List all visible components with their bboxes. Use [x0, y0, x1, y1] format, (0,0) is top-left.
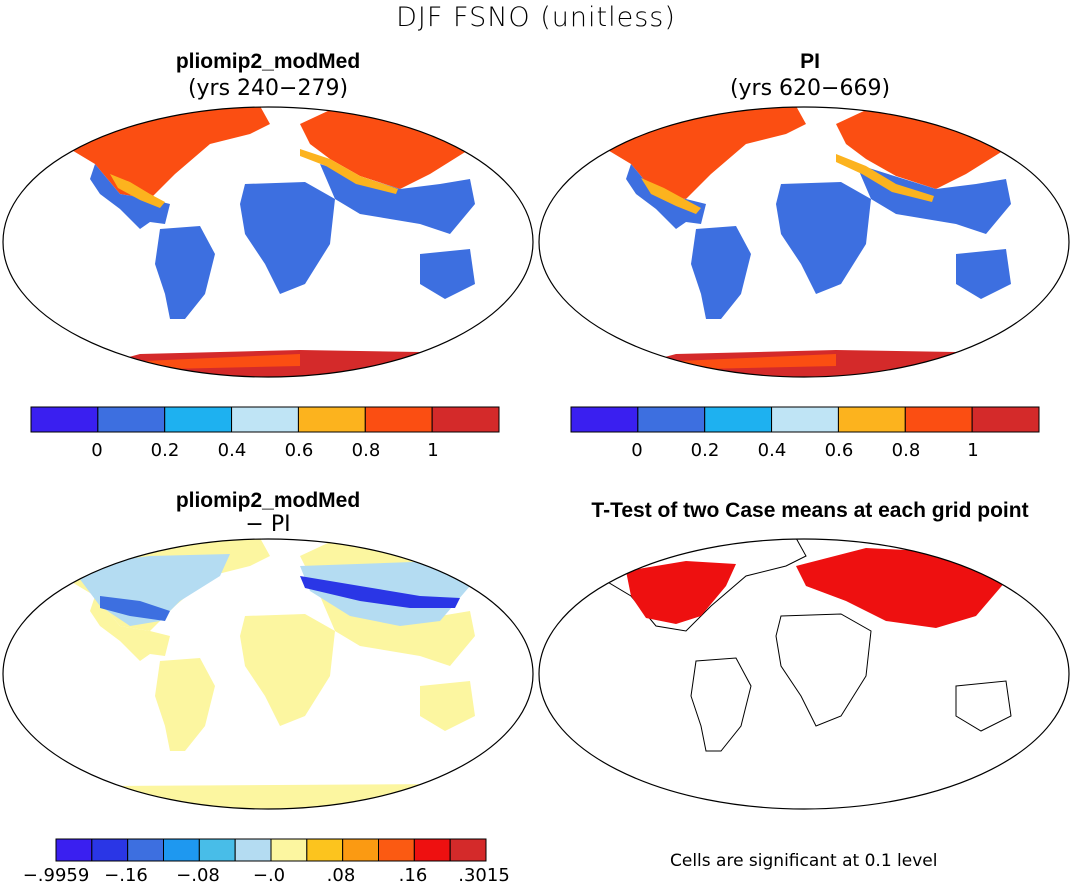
land-africa — [776, 182, 871, 294]
colorbar-top-right: 0 0.2 0.4 0.6 0.8 1 — [570, 406, 1040, 461]
colorbar-swatch — [163, 838, 200, 862]
colorbar-swatch — [364, 406, 433, 433]
panel-subtitle-top-left: (yrs 240−279) — [187, 76, 349, 101]
colorbar-swatch — [30, 406, 99, 433]
colorbar-swatch — [449, 838, 487, 862]
colorbar-swatch — [904, 406, 973, 433]
colorbar-label: 1 — [427, 440, 438, 461]
colorbar-swatch — [342, 838, 379, 862]
colorbar-label: 1 — [967, 440, 978, 461]
colorbar-swatch — [97, 406, 166, 433]
colorbar-label: 0 — [91, 440, 102, 461]
colorbar-swatch — [164, 406, 233, 433]
colorbar-swatch — [234, 838, 272, 862]
snow-edge-america — [110, 174, 165, 208]
colorbar-label: 0.4 — [758, 440, 787, 461]
colorbar-label: −.9959 — [23, 865, 90, 885]
land-australia — [956, 249, 1011, 299]
colorbar-swatch — [198, 838, 236, 862]
decrease-band-america — [100, 596, 170, 621]
colorbar-label: 0.8 — [892, 440, 921, 461]
significant-region-america — [626, 561, 736, 624]
colorbar-swatch — [127, 838, 164, 862]
colorbar-label: .3015 — [458, 865, 510, 885]
land-north-america-south — [90, 596, 170, 661]
colorbar-swatches — [570, 406, 1040, 433]
colorbar-label: 0 — [631, 440, 642, 461]
colorbar-swatch — [837, 406, 906, 433]
snow-edge-america — [641, 178, 701, 214]
panel-title-top-left: pliomip2_modMed — [175, 50, 361, 73]
colorbar-label: 0.6 — [825, 440, 854, 461]
colorbar-label: 0.8 — [352, 440, 381, 461]
colorbar-label: 0.2 — [151, 440, 180, 461]
colorbar-swatch — [704, 406, 773, 433]
land-africa — [240, 182, 335, 294]
colorbar-swatch — [570, 406, 639, 433]
decrease-band-eurasia — [300, 576, 460, 608]
map-bottom-left — [2, 538, 534, 810]
colorbar-label: .08 — [327, 865, 356, 885]
colorbar-swatch — [637, 406, 706, 433]
colorbar-label: 0.2 — [691, 440, 720, 461]
figure-title: DJF FSNO (unitless) — [396, 2, 676, 33]
map-top-left — [2, 106, 534, 378]
colorbar-top-left: 0 0.2 0.4 0.6 0.8 1 — [30, 406, 500, 461]
colorbar-swatch — [91, 838, 129, 862]
map-border — [538, 538, 1070, 810]
colorbar-swatch — [971, 406, 1040, 433]
colorbar-swatch — [306, 838, 344, 862]
colorbar-swatch — [297, 406, 366, 433]
land-asia — [856, 164, 1011, 234]
colorbar-swatch — [771, 406, 839, 433]
panel-subtitle-top-right: (yrs 620−669) — [729, 76, 891, 101]
colorbar-label: −.0 — [253, 865, 285, 885]
land-australia — [420, 249, 475, 299]
land-africa — [240, 614, 335, 726]
land-north-america-south — [90, 164, 170, 229]
colorbar-swatch — [55, 838, 93, 862]
colorbar-label: −.16 — [104, 865, 148, 885]
colorbar-swatch — [270, 838, 308, 862]
colorbar-bottom-left: −.9959 −.16 −.08 −.0 .08 .16 .3015 — [23, 838, 510, 885]
snow-edge-eurasia — [836, 154, 934, 202]
significant-region-eurasia — [796, 548, 1006, 628]
panel-title-top-right: PI — [800, 50, 820, 73]
land-south-america — [155, 226, 215, 319]
panel-title-bottom-right: T-Test of two Case means at each grid po… — [591, 499, 1029, 522]
land-south-america — [155, 658, 215, 751]
coast-south-america — [690, 657, 752, 752]
land-australia — [420, 681, 475, 731]
coast-africa — [775, 613, 872, 727]
coast-australia — [955, 680, 1012, 732]
colorbar-label: 0.6 — [285, 440, 314, 461]
colorbar-label: −.08 — [176, 865, 220, 885]
land-south-america — [691, 226, 751, 319]
snow-region-north-america — [596, 107, 806, 199]
panel-subtitle-bottom-left: − PI — [245, 512, 291, 537]
map-top-right — [538, 106, 1070, 378]
colorbar-label: 0.4 — [218, 440, 247, 461]
colorbar-swatches — [55, 838, 487, 862]
map-border — [2, 538, 534, 810]
colorbar-swatches — [30, 406, 500, 433]
map-border — [2, 106, 534, 378]
map-border — [538, 106, 1070, 378]
colorbar-swatch — [378, 838, 415, 862]
colorbar-label: .16 — [399, 865, 428, 885]
colorbar-swatch — [413, 838, 451, 862]
snow-edge-eurasia — [300, 149, 398, 194]
panel-title-bottom-left: pliomip2_modMed — [175, 489, 361, 512]
colorbar-swatch — [431, 406, 500, 433]
map-bottom-right — [538, 538, 1070, 810]
snow-region-north-america — [60, 107, 270, 199]
significance-note: Cells are significant at 0.1 level — [670, 851, 938, 871]
colorbar-swatch — [231, 406, 299, 433]
